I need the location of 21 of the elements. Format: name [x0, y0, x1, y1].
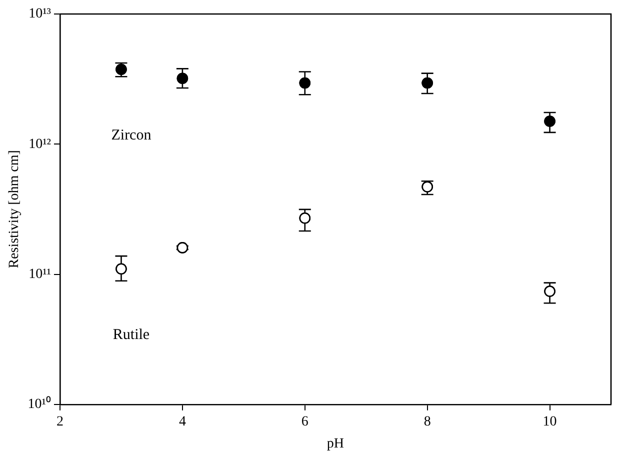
point [299, 212, 311, 224]
y-tick-label: 10¹² [28, 136, 51, 152]
x-tick-label: 6 [301, 414, 308, 430]
point [544, 286, 556, 297]
x-tick-label: 8 [424, 414, 431, 430]
y-axis-title: Resistivity [ohm cm] [7, 150, 22, 268]
annotation: Zircon [111, 127, 152, 144]
x-tick-label: 2 [56, 414, 64, 430]
y-tick-label: 10¹³ [28, 6, 51, 22]
x-axis-title: pH [326, 436, 344, 452]
point [422, 77, 433, 89]
y-tick-label: 10¹¹ [28, 266, 51, 282]
annotation: Rutile [112, 326, 150, 343]
point [116, 263, 127, 275]
point [299, 77, 311, 89]
point [422, 181, 433, 192]
x-tick-label: 4 [178, 414, 186, 430]
x-tick-label: 10 [542, 414, 557, 430]
point [176, 242, 188, 254]
point [544, 116, 556, 127]
y-tick-label: 10¹⁰ [28, 396, 51, 412]
